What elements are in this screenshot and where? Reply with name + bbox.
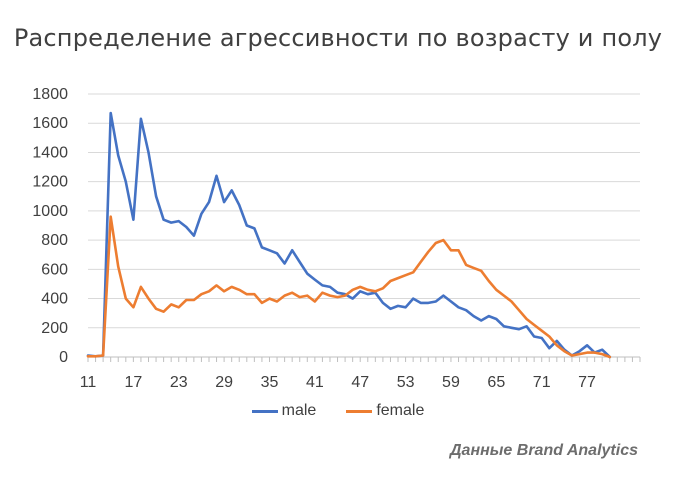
legend-item-male: male <box>251 402 317 420</box>
x-tick-label: 71 <box>533 374 551 391</box>
line-chart: 0 200 400 600 800 1000 1200 1400 1600 1800 11 17 23 2… <box>32 86 641 391</box>
y-tick-label: 400 <box>41 291 68 308</box>
y-tick-label: 0 <box>59 349 68 366</box>
x-tick-label: 29 <box>215 374 233 391</box>
y-tick-label: 800 <box>41 232 68 249</box>
axes <box>87 356 641 362</box>
y-tick-label: 1400 <box>32 144 68 161</box>
y-tick-label: 1800 <box>32 86 68 103</box>
legend-item-female: female <box>346 402 424 420</box>
legend-label-male: male <box>281 402 317 419</box>
chart-title: Распределение агрессивности по возрасту … <box>13 24 663 52</box>
series-line-female <box>86 215 612 359</box>
gridlines <box>88 93 640 329</box>
x-tick-label: 17 <box>124 374 142 391</box>
x-tick-label: 23 <box>170 374 188 391</box>
y-tick-label: 600 <box>41 261 68 278</box>
legend-label-female: female <box>376 402 425 419</box>
legend-swatch-male <box>251 409 278 413</box>
x-tick-label: 11 <box>80 374 97 391</box>
series-line-male <box>86 111 612 359</box>
x-tick-label: 53 <box>397 374 415 391</box>
legend: male female <box>0 402 676 420</box>
x-tick-label: 41 <box>306 374 324 391</box>
y-tick-label: 1200 <box>32 174 68 191</box>
x-tick-label: 77 <box>578 374 596 391</box>
legend-swatch-female <box>346 409 373 413</box>
x-tick-label: 47 <box>351 374 369 391</box>
series-lines <box>86 111 612 359</box>
x-tick-label: 59 <box>442 374 460 391</box>
x-tick-label: 65 <box>487 374 505 391</box>
tick-labels: 0 200 400 600 800 1000 1200 1400 1600 1800 11 17 23 2… <box>32 86 596 391</box>
source-note: Данные Brand Analytics <box>449 442 638 459</box>
y-tick-label: 1600 <box>32 115 68 132</box>
y-tick-label: 1000 <box>32 203 68 220</box>
y-tick-label: 200 <box>41 320 68 337</box>
x-tick-label: 35 <box>261 374 279 391</box>
